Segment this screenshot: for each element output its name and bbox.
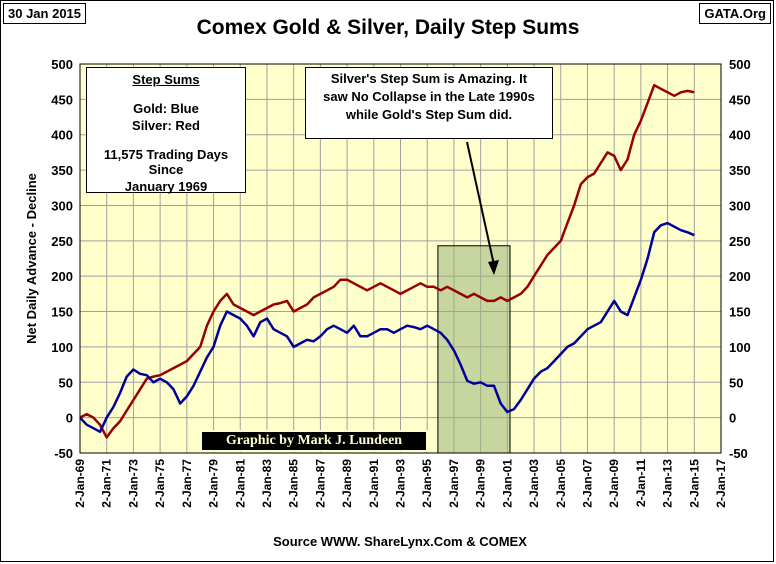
series-gold-line	[79, 221, 695, 434]
x-tick-6: 2-Jan-81	[233, 459, 247, 508]
source-tag: GATA.Org	[699, 3, 771, 24]
x-tick-4: 2-Jan-77	[180, 459, 194, 508]
highlight-region	[437, 245, 511, 454]
y-tick-left-9: 400	[51, 128, 73, 143]
x-tick-0: 2-Jan-69	[73, 459, 87, 508]
x-tick-8: 2-Jan-85	[287, 459, 301, 508]
credit-banner: Graphic by Mark J. Lundeen	[200, 430, 428, 452]
x-tick-3: 2-Jan-75	[153, 459, 167, 508]
y-tick-right-3: 100	[729, 340, 751, 355]
annotation-line2: saw No Collapse in the Late 1990s	[323, 89, 535, 104]
x-tick-22: 2-Jan-13	[661, 459, 675, 508]
y-tick-right-10: 450	[729, 92, 751, 107]
y-tick-left-0: -50	[54, 446, 73, 461]
series-silver-line	[79, 83, 695, 439]
annotation-arrowhead	[488, 260, 499, 275]
x-tick-17: 2-Jan-03	[527, 459, 541, 508]
x-tick-2: 2-Jan-73	[126, 459, 140, 508]
x-tick-14: 2-Jan-97	[447, 459, 461, 508]
date-label: 30 Jan 2015	[3, 3, 87, 24]
x-tick-15: 2-Jan-99	[474, 459, 488, 508]
y-tick-left-7: 300	[51, 198, 73, 213]
x-tick-19: 2-Jan-07	[580, 459, 594, 508]
x-tick-24: 2-Jan-17	[714, 459, 728, 508]
annotation-line3: while Gold's Step Sum did.	[345, 107, 513, 122]
y-tick-left-10: 450	[51, 92, 73, 107]
x-tick-7: 2-Jan-83	[260, 459, 274, 508]
y-tick-left-8: 350	[51, 163, 73, 178]
y-tick-right-6: 250	[729, 234, 751, 249]
y-tick-right-9: 400	[729, 128, 751, 143]
y-tick-left-3: 100	[51, 340, 73, 355]
y-tick-left-1: 0	[66, 411, 73, 426]
legend-box: Step Sums Gold: Blue Silver: Red 11,575 …	[86, 67, 246, 194]
x-tick-13: 2-Jan-95	[420, 459, 434, 508]
y-tick-right-8: 350	[729, 163, 751, 178]
y-axis-right: -50 0 50 100 150 200 250 300 350 400 450 500	[729, 57, 751, 461]
x-tick-5: 2-Jan-79	[207, 459, 221, 508]
y-tick-left-6: 250	[51, 234, 73, 249]
legend-gold: Gold: Blue	[133, 101, 199, 116]
y-tick-right-2: 50	[729, 375, 743, 390]
x-tick-1: 2-Jan-71	[100, 459, 114, 508]
legend-days-line1: 11,575 Trading Days Since	[103, 147, 229, 177]
x-tick-10: 2-Jan-89	[340, 459, 354, 508]
y-tick-left-2: 50	[59, 375, 73, 390]
legend-days-line2: January 1969	[124, 179, 208, 194]
legend-silver: Silver: Red	[132, 118, 200, 133]
x-tick-9: 2-Jan-87	[313, 459, 327, 508]
x-axis: 2-Jan-69 2-Jan-71 2-Jan-73 2-Jan-75 2-Jan-77…	[73, 459, 728, 508]
y-tick-left-4: 150	[51, 305, 73, 320]
x-tick-12: 2-Jan-93	[394, 459, 408, 508]
annotation-line1: Silver's Step Sum is Amazing. It	[330, 71, 528, 86]
y-tick-right-7: 300	[729, 198, 751, 213]
y-axis-left: -50 0 50 100 150 200 250 300 350 400 450 500	[51, 57, 73, 461]
y-tick-right-1: 0	[729, 411, 736, 426]
annotation-box: Silver's Step Sum is Amazing. It saw No …	[305, 67, 553, 139]
x-axis-label: Source WWW. ShareLynx.Com & COMEX	[273, 534, 527, 549]
y-tick-left-5: 200	[51, 269, 73, 284]
y-tick-right-0: -50	[729, 446, 748, 461]
x-tick-16: 2-Jan-01	[500, 459, 514, 508]
annotation-arrow	[466, 141, 495, 266]
chart-title: Comex Gold & Silver, Daily Step Sums	[196, 16, 580, 39]
x-tick-21: 2-Jan-11	[634, 459, 648, 507]
y-tick-right-11: 500	[729, 57, 751, 72]
x-tick-23: 2-Jan-15	[687, 459, 701, 508]
plot-border	[79, 63, 722, 454]
x-tick-20: 2-Jan-09	[607, 459, 621, 508]
y-axis-label: Net Daily Advance - Decline	[24, 173, 39, 344]
y-tick-right-4: 150	[729, 305, 751, 320]
x-tick-11: 2-Jan-91	[367, 459, 381, 508]
series-layer	[79, 83, 695, 439]
x-tick-18: 2-Jan-05	[554, 459, 568, 508]
y-tick-right-5: 200	[729, 269, 751, 284]
y-tick-left-11: 500	[51, 57, 73, 72]
legend-heading: Step Sums	[132, 72, 200, 87]
